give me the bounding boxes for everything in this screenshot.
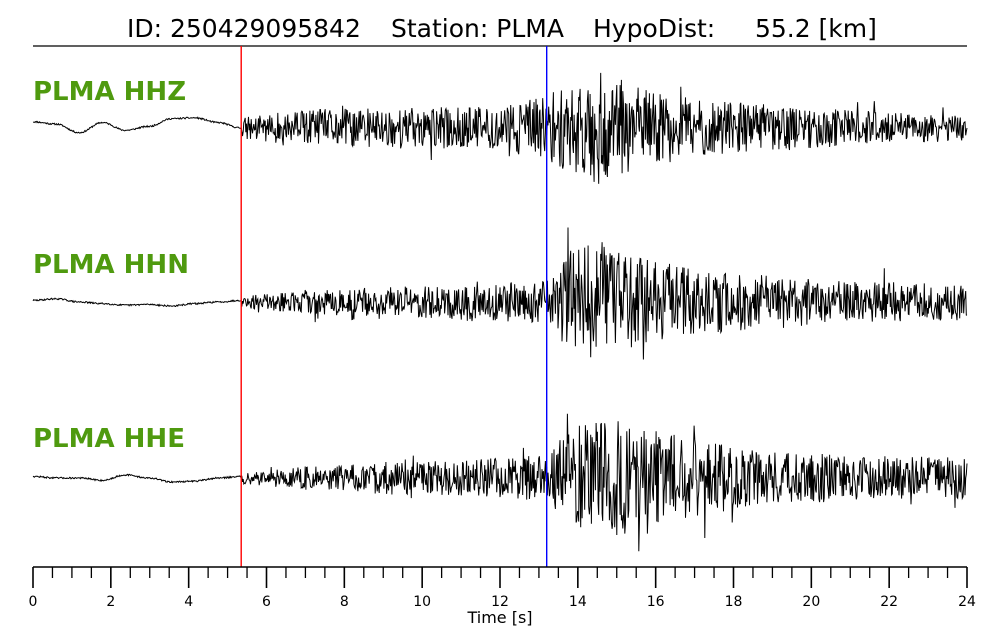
x-tick-label: 20 [802, 594, 820, 610]
x-tick-label: 14 [569, 594, 587, 610]
x-tick-label: 22 [880, 594, 898, 610]
x-tick-label: 4 [184, 594, 193, 610]
tick-marks-group [32, 567, 968, 588]
trace-hhz [32, 72, 968, 184]
x-tick-label: 24 [958, 594, 976, 610]
channel-label-hhz: PLMA HHZ [33, 77, 186, 107]
time-axis: 0 2 4 6 8 10 12 14 16 18 20 22 24 Time [s] [29, 566, 976, 627]
x-tick-label: 12 [491, 594, 509, 610]
x-tick-label: 0 [29, 594, 38, 610]
x-tick-label: 10 [413, 594, 431, 610]
title-hypodist: HypoDist: 55.2 [km] [593, 14, 877, 43]
x-tick-label: 8 [340, 594, 349, 610]
x-axis-label: Time [s] [466, 608, 532, 627]
traces-group [32, 72, 968, 552]
title-station: Station: PLMA [391, 14, 564, 43]
channel-label-hhn: PLMA HHN [33, 250, 189, 280]
tick-labels-group: 0 2 4 6 8 10 12 14 16 18 20 22 24 [29, 594, 976, 610]
title-event-id: ID: 250429095842 [127, 14, 361, 43]
channel-label-hhe: PLMA HHE [33, 424, 185, 454]
trace-hhe [32, 413, 968, 552]
x-tick-label: 18 [725, 594, 743, 610]
x-tick-label: 2 [106, 594, 115, 610]
trace-hhn [32, 227, 968, 360]
x-tick-label: 6 [262, 594, 271, 610]
x-tick-label: 16 [647, 594, 665, 610]
